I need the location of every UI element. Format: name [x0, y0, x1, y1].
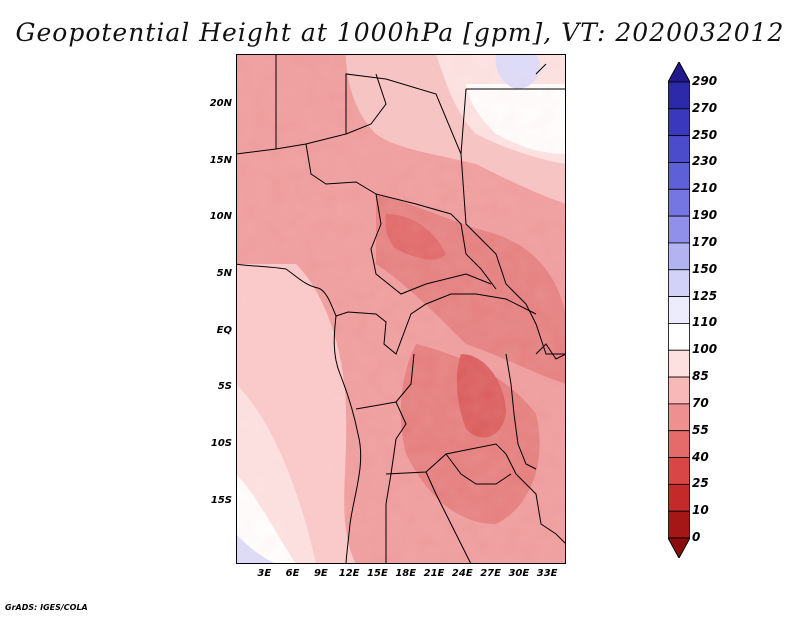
color-bar-label: 40 [692, 449, 709, 464]
color-bar-label: 0 [692, 530, 701, 544]
color-bar-bottom-triangle [668, 537, 690, 558]
color-bar-segment [668, 81, 690, 110]
map-frame [236, 54, 566, 564]
color-bar-segment [668, 296, 690, 324]
color-bar-label: 170 [692, 234, 718, 249]
lat-tick-label: 5N [216, 268, 232, 279]
color-bar-label: 70 [692, 395, 709, 410]
lon-tick-label: 30E [508, 568, 530, 579]
lon-tick-label: 27E [480, 568, 501, 579]
field-texture [236, 54, 566, 564]
lat-tick-label: 20N [209, 98, 232, 109]
color-bar-segment [668, 323, 690, 351]
color-bar-segment [668, 376, 690, 405]
map-panel [236, 54, 566, 564]
color-bar-segment [668, 430, 690, 458]
color-bar-label: 55 [692, 422, 709, 437]
color-bar-label: 230 [692, 154, 718, 169]
lon-tick-label: 18E [395, 568, 417, 579]
lat-tick-label: EQ [216, 324, 232, 336]
lon-tick-label: 12E [338, 568, 360, 579]
color-bar-label: 190 [692, 208, 718, 223]
color-bar-label: 125 [692, 288, 718, 303]
color-bar-label: 270 [692, 100, 718, 115]
color-bar-label: 25 [692, 476, 709, 491]
color-bar-segment [668, 403, 690, 432]
color-bar [668, 62, 690, 558]
lat-tick-label: 10N [209, 211, 232, 223]
color-bar-label: 150 [692, 261, 718, 276]
color-bar-label: 250 [692, 127, 718, 142]
color-bar-top-triangle [668, 62, 690, 83]
coastlines [236, 54, 566, 564]
lat-tick-label: 10S [210, 438, 232, 449]
color-bar-segment [668, 269, 690, 297]
lon-tick-label: 24E [451, 568, 473, 579]
color-bar-segment [668, 457, 690, 485]
lon-tick-label: 3E [257, 568, 272, 579]
color-bar-label: 110 [692, 315, 718, 330]
color-bar-segment [668, 108, 690, 137]
lon-tick-label: 21E [423, 568, 445, 579]
color-bar-segment [668, 510, 690, 539]
color-bar-label: 290 [692, 74, 718, 88]
color-bar-segment [668, 162, 690, 190]
color-bar-segment [668, 483, 690, 512]
color-bar-segment [668, 188, 690, 217]
color-bar-label: 100 [692, 342, 718, 357]
credit-text: GrADS: IGES/COLA [5, 603, 88, 612]
color-bar-segment [668, 242, 690, 271]
color-bar-label: 10 [692, 503, 709, 518]
lon-tick-label: 6E [285, 568, 300, 579]
lon-tick-label: 33E [536, 568, 558, 579]
color-bar-segment [668, 215, 690, 244]
chart-title: Geopotential Height at 1000hPa [gpm], VT… [15, 18, 785, 47]
lat-tick-label: 5S [217, 381, 232, 393]
color-bar-label: 85 [692, 369, 709, 384]
lat-tick-label: 15S [210, 494, 232, 506]
color-bar-segment [668, 349, 690, 378]
lon-tick-label: 15E [367, 568, 388, 579]
color-bar-label: 210 [692, 181, 718, 196]
lon-tick-label: 9E [313, 568, 328, 579]
color-bar-segment [668, 135, 690, 163]
lat-tick-label: 15N [209, 154, 232, 166]
